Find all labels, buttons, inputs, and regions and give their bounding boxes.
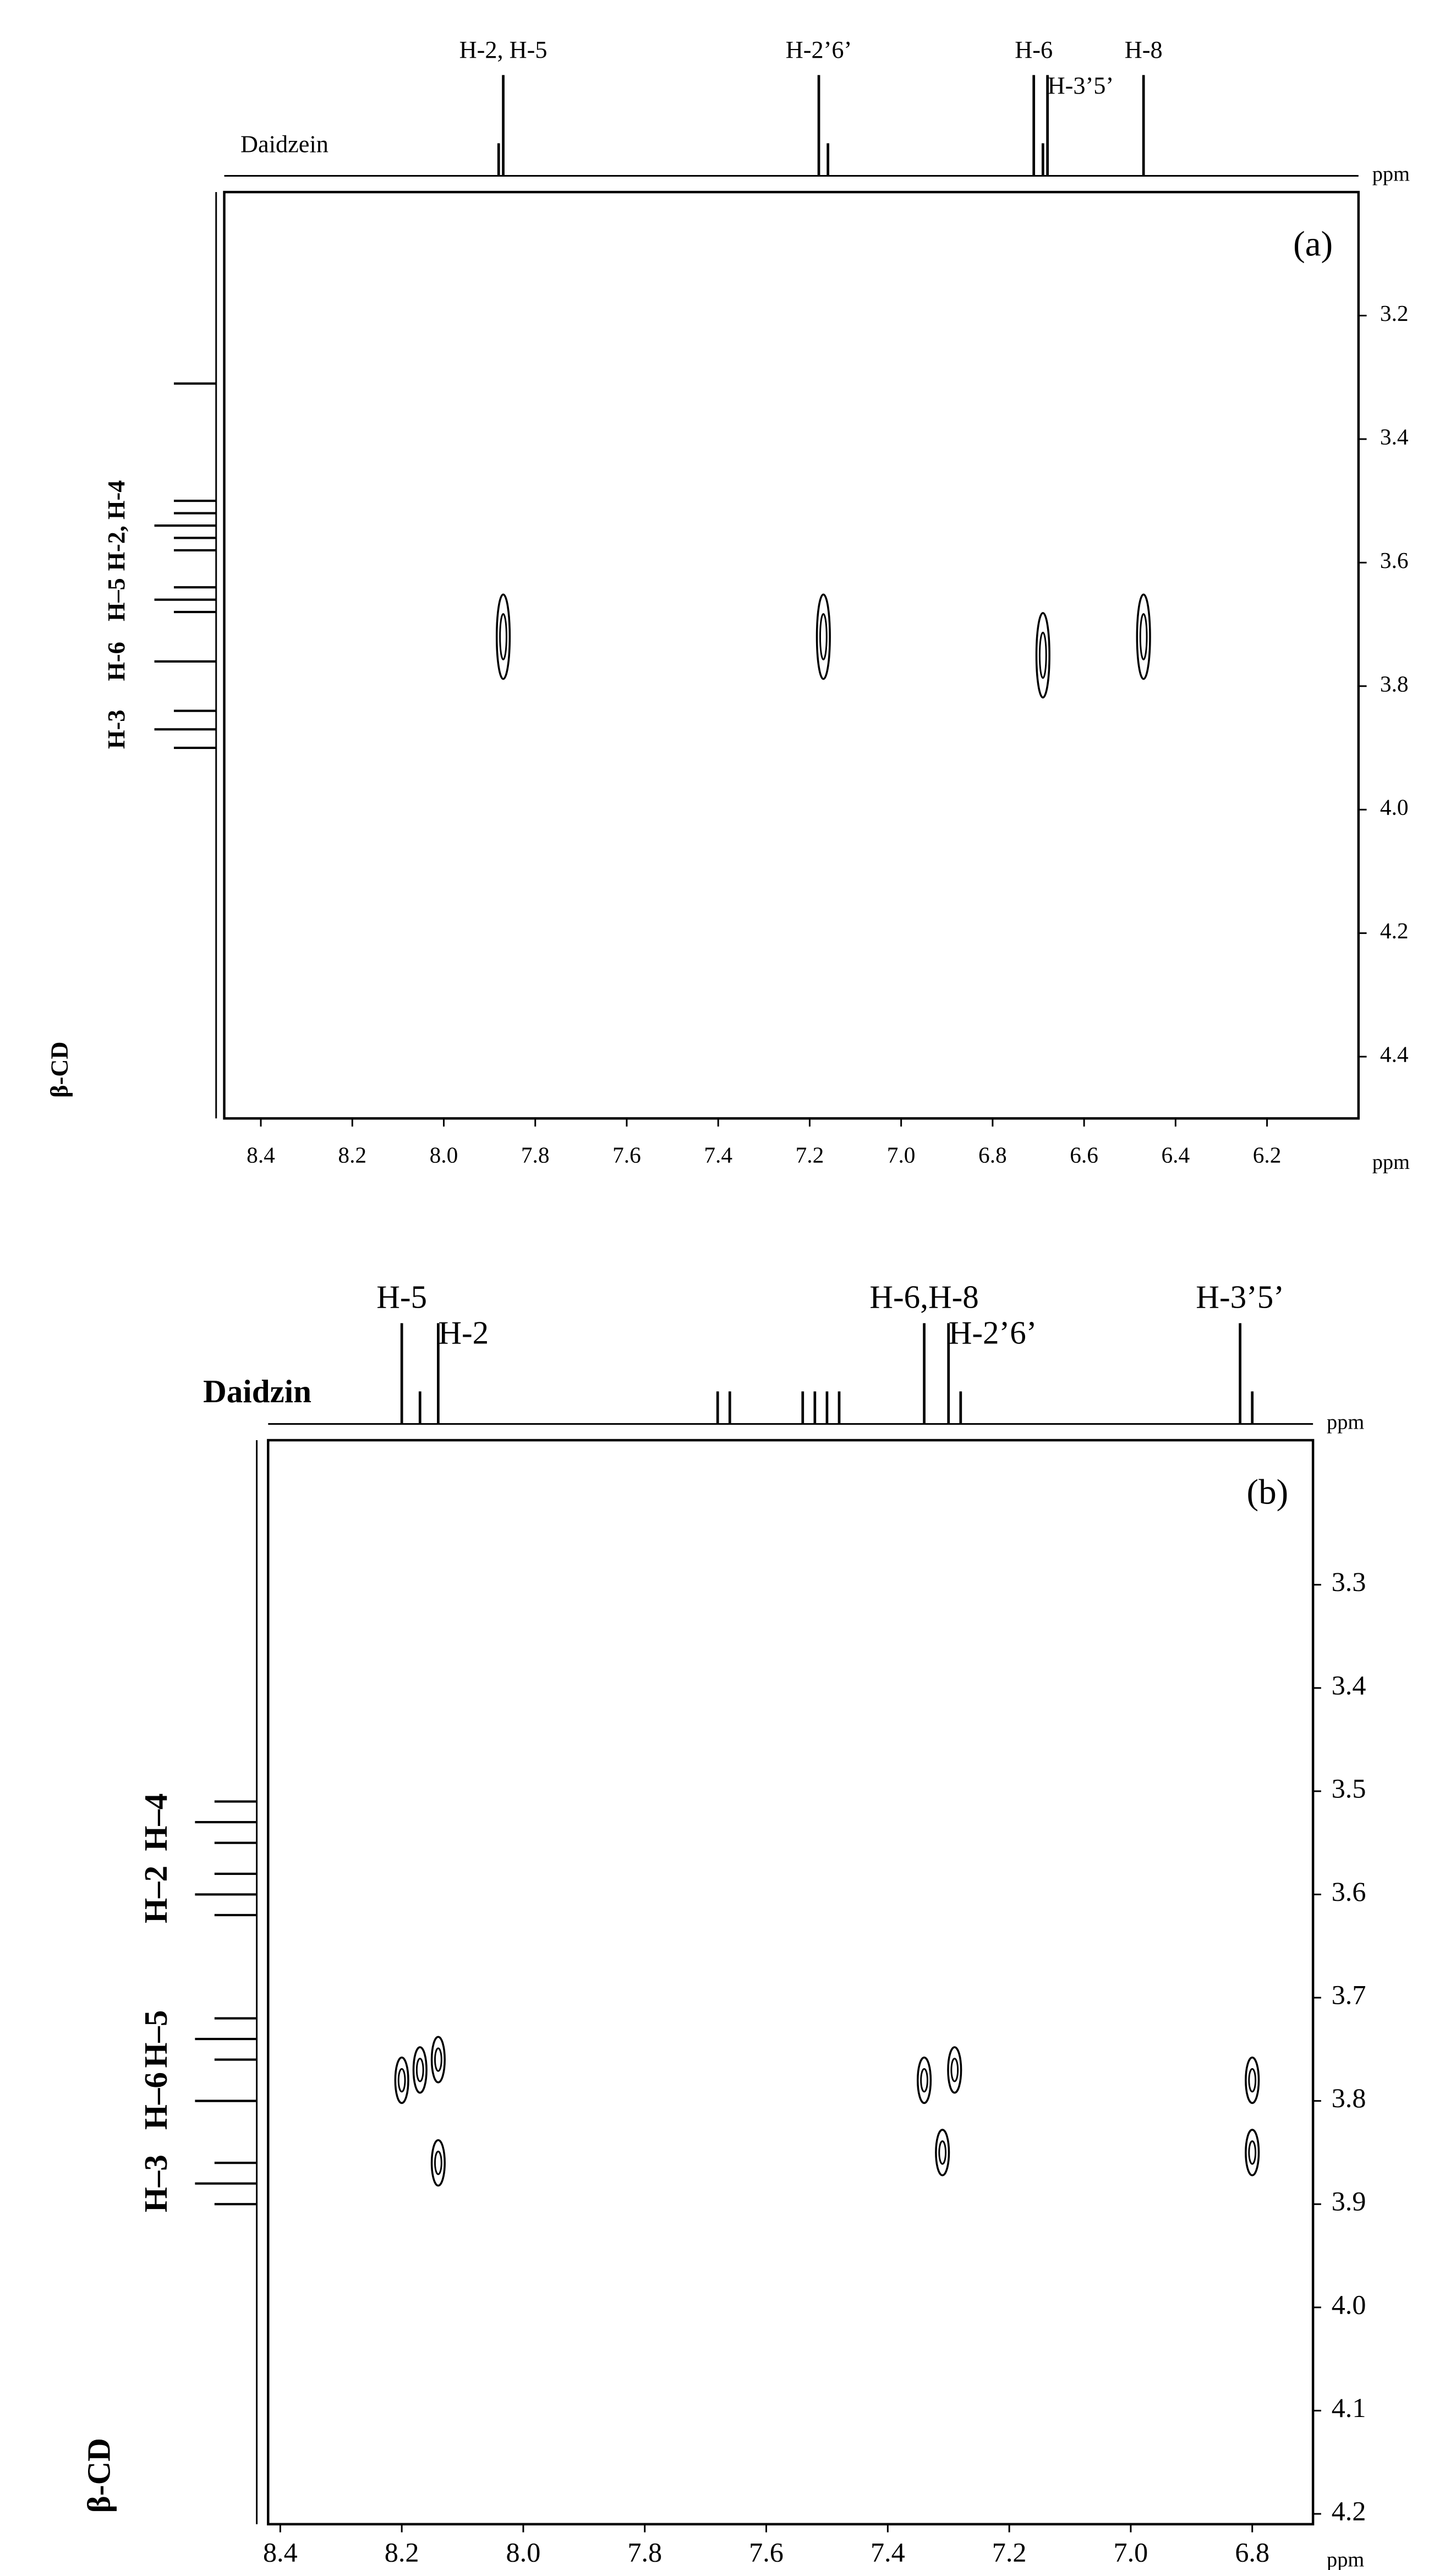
y-tick-label: 4.1 — [1332, 2392, 1366, 2423]
side-peak-label: H–2 — [138, 1866, 174, 1923]
top-peak-label: H-3’5’ — [1048, 72, 1114, 99]
cross-peak-inner — [1038, 631, 1047, 679]
top-spectrum-name: Daidzin — [203, 1373, 311, 1409]
x-tick-label: 7.4 — [704, 1142, 732, 1168]
x-tick-label: 8.0 — [506, 2536, 541, 2567]
plot-frame — [223, 190, 1360, 1120]
top-peak-label: H-2’6’ — [786, 36, 852, 63]
x-tick-label: 7.6 — [749, 2536, 784, 2567]
x-tick-label: 7.0 — [887, 1142, 916, 1168]
x-tick-label: 7.6 — [612, 1142, 641, 1168]
x-tick-label: 6.2 — [1253, 1142, 1282, 1168]
cross-peak-inner — [920, 2068, 928, 2093]
cross-peak — [1035, 612, 1050, 699]
x-axis-unit: ppm — [1372, 1151, 1410, 1174]
top-peak-label: H-6,H-8 — [869, 1279, 978, 1315]
side-peak-label: H-3 — [103, 710, 130, 749]
cross-peak — [430, 2036, 446, 2084]
cross-peak-inner — [1248, 2140, 1257, 2165]
x-tick-label: 6.8 — [1235, 2536, 1269, 2567]
x-tick-label: 7.8 — [627, 2536, 662, 2567]
cross-peak — [412, 2046, 428, 2094]
x-tick-label: 8.2 — [338, 1142, 366, 1168]
y-tick-label: 4.4 — [1380, 1042, 1409, 1067]
y-tick-label: 3.6 — [1332, 1876, 1366, 1907]
x-tick-label: 6.4 — [1162, 1142, 1190, 1168]
y-tick-label: 3.8 — [1332, 2082, 1366, 2113]
x-tick-label: 8.4 — [247, 1142, 275, 1168]
y-tick-label: 3.7 — [1332, 1980, 1366, 2010]
top-peak-label: H-2 — [438, 1315, 489, 1351]
y-tick-label: 3.4 — [1380, 424, 1409, 449]
panel-label: (b) — [1247, 1472, 1289, 1512]
y-tick-label: 3.8 — [1380, 671, 1409, 696]
side-peak-label: H–5 — [138, 2010, 174, 2068]
side-peak-label: H–4 — [138, 1793, 174, 1851]
panel-label: (a) — [1293, 224, 1333, 264]
side-peak-label: H–3 — [138, 2155, 174, 2212]
side-peak-label: H–6 — [138, 2072, 174, 2130]
cross-peak-inner — [950, 2058, 959, 2082]
cross-peak-inner — [819, 613, 828, 660]
x-tick-label: 7.4 — [871, 2536, 905, 2567]
y-tick-label: 4.2 — [1380, 918, 1409, 943]
x-tick-label: 7.2 — [796, 1142, 824, 1168]
top-spectrum-name: Daidzein — [240, 131, 329, 158]
cross-peak — [815, 593, 831, 680]
cross-peak — [916, 2056, 932, 2104]
side-peak-label: H-2, H-4 — [103, 480, 130, 571]
x-tick-label: 7.2 — [992, 2536, 1027, 2567]
cross-peak-inner — [415, 2058, 424, 2082]
y-tick-label: 3.3 — [1332, 1566, 1366, 1597]
x-tick-label: 6.6 — [1070, 1142, 1098, 1168]
y-tick-label: 4.0 — [1380, 795, 1409, 820]
x-tick-label: 8.2 — [385, 2536, 419, 2567]
top-axis-unit: ppm — [1327, 1410, 1364, 1434]
cross-peak-inner — [1139, 613, 1148, 660]
cross-peak — [1136, 593, 1151, 680]
cross-peak — [394, 2056, 409, 2104]
y-tick-label: 3.5 — [1332, 1773, 1366, 1803]
x-tick-label: 7.8 — [521, 1142, 550, 1168]
y-tick-label: 3.9 — [1332, 2186, 1366, 2217]
cross-peak — [1245, 2129, 1260, 2177]
cross-peak — [935, 2129, 950, 2177]
side-spectrum-name: β-CD — [46, 1042, 73, 1098]
cross-peak-inner — [1248, 2068, 1257, 2093]
y-tick-label: 4.2 — [1332, 2496, 1366, 2527]
cross-peak-inner — [434, 2047, 442, 2072]
x-tick-label: 8.0 — [430, 1142, 458, 1168]
cross-peak — [495, 593, 511, 680]
top-peak-label: H-2’6’ — [949, 1315, 1037, 1351]
cross-peak-inner — [938, 2140, 947, 2165]
cross-peak — [947, 2046, 962, 2094]
top-peak-label: H-6 — [1015, 36, 1053, 63]
x-axis-unit: ppm — [1327, 2548, 1364, 2570]
top-peak-label: H-8 — [1125, 36, 1163, 63]
x-tick-label: 7.0 — [1114, 2536, 1148, 2567]
x-tick-label: 6.8 — [978, 1142, 1007, 1168]
cross-peak — [1245, 2056, 1260, 2104]
y-tick-label: 3.6 — [1380, 548, 1409, 573]
plot-frame — [267, 1439, 1315, 2525]
x-tick-label: 8.4 — [263, 2536, 298, 2567]
y-tick-label: 3.4 — [1332, 1670, 1366, 1700]
top-peak-label: H-3’5’ — [1196, 1279, 1284, 1315]
cross-peak-inner — [499, 613, 507, 660]
cross-peak — [430, 2139, 446, 2187]
top-peak-label: H-5 — [376, 1279, 427, 1315]
side-peak-label: H–5 — [103, 578, 130, 621]
top-axis-unit: ppm — [1372, 162, 1410, 185]
y-tick-label: 3.2 — [1380, 300, 1409, 326]
y-tick-label: 4.0 — [1332, 2289, 1366, 2320]
top-peak-label: H-2, H-5 — [459, 36, 548, 63]
cross-peak-inner — [434, 2151, 442, 2175]
cross-peak-inner — [397, 2068, 406, 2093]
side-peak-label: H-6 — [103, 642, 130, 681]
side-spectrum-name: β-CD — [81, 2438, 117, 2513]
